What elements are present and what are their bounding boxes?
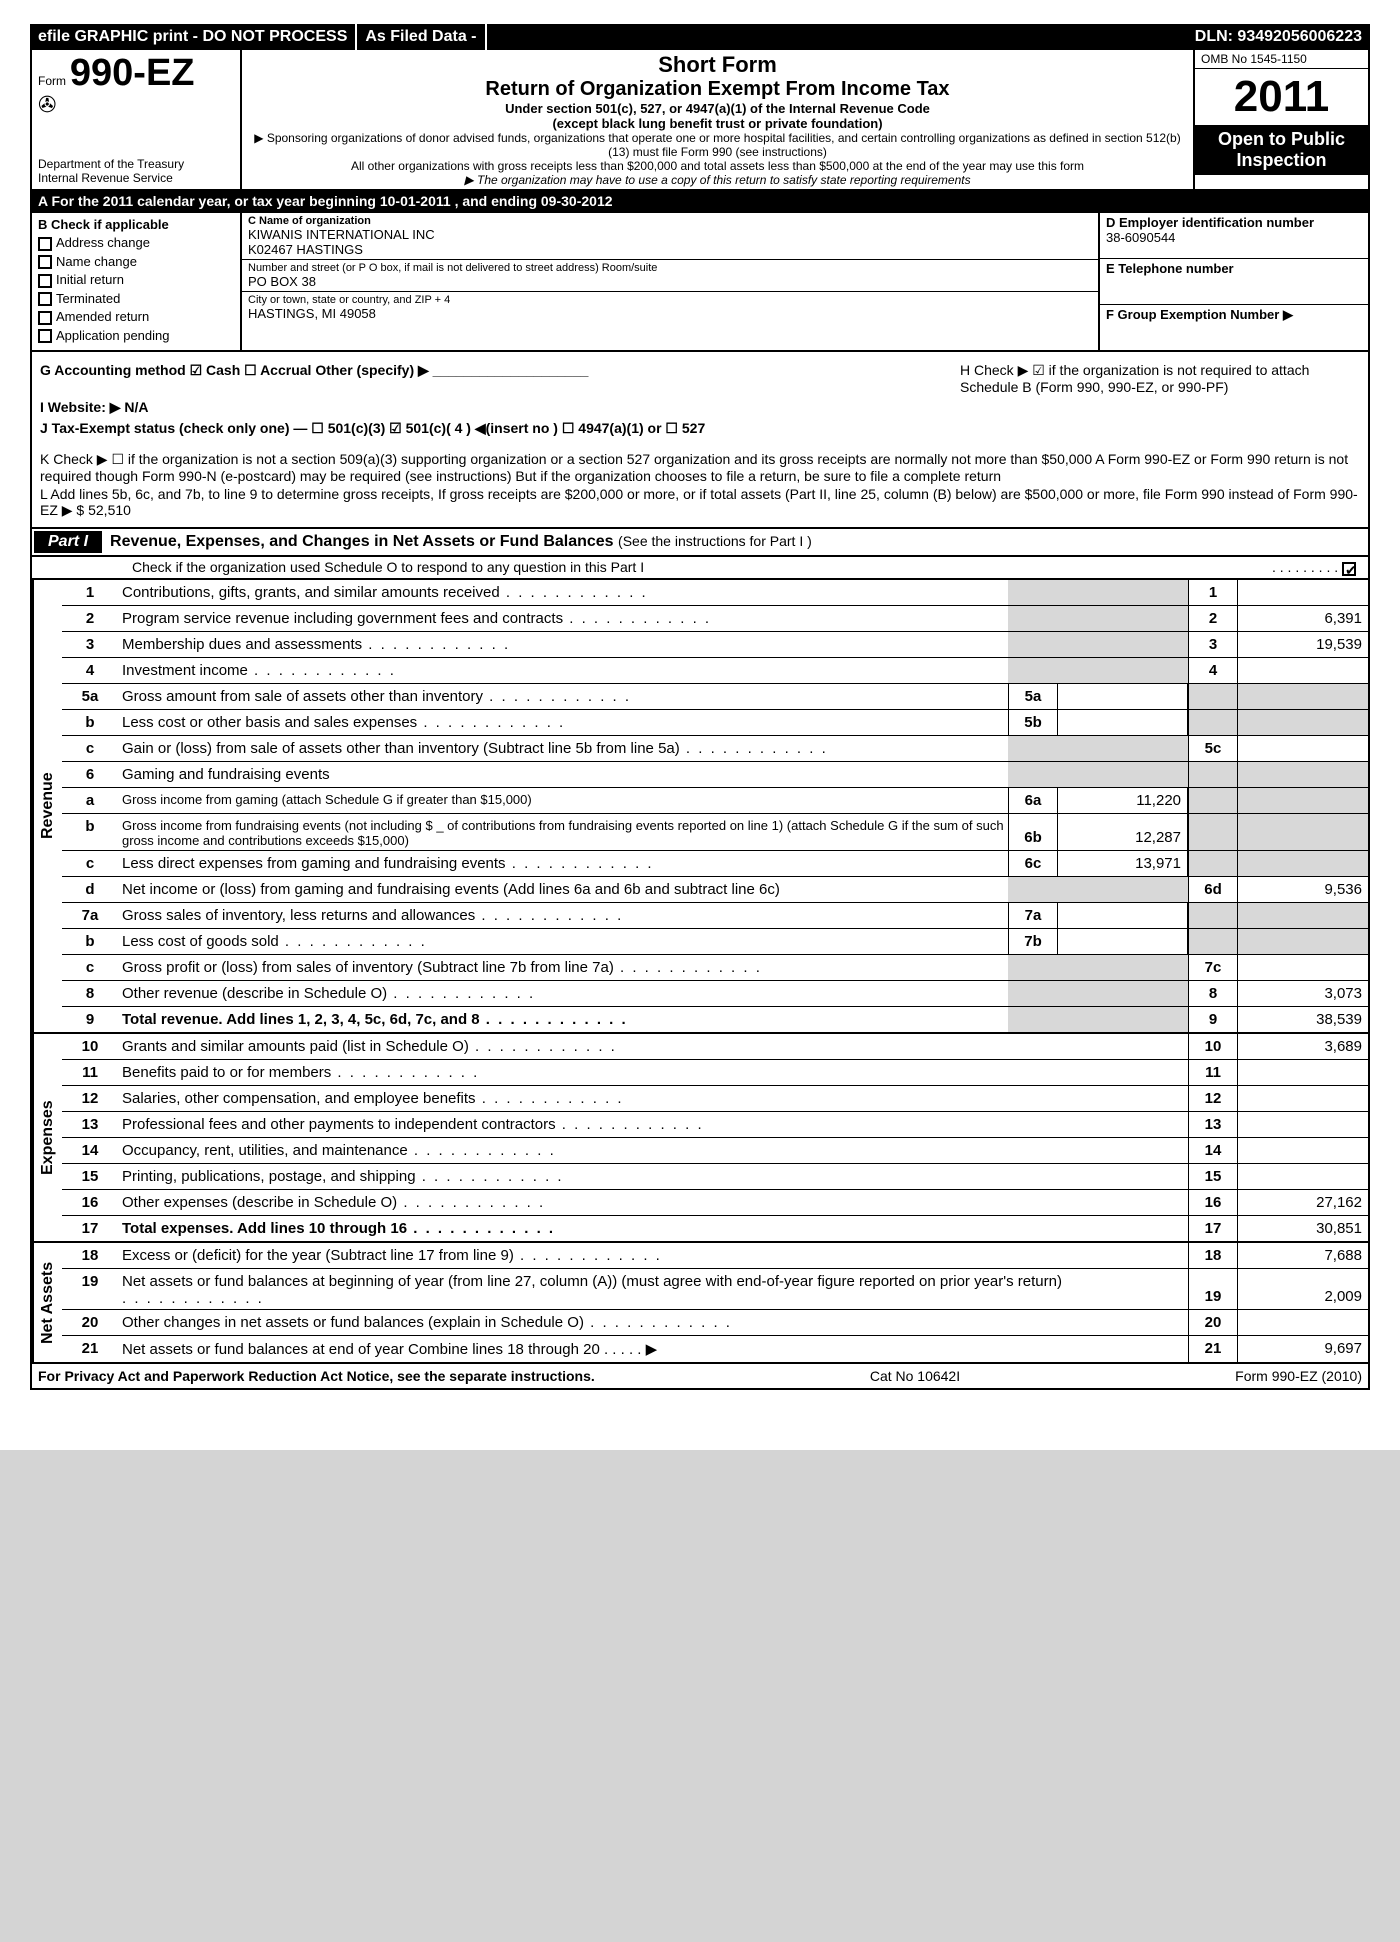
line-g: G Accounting method ☑ Cash ☐ Accrual Oth… bbox=[40, 362, 960, 395]
form-word: Form bbox=[38, 74, 66, 88]
expenses-section: Expenses 10Grants and similar amounts pa… bbox=[30, 1034, 1370, 1243]
part-i-check: Check if the organization used Schedule … bbox=[30, 557, 1370, 579]
chk-application-pending[interactable]: Application pending bbox=[38, 328, 234, 344]
expenses-label: Expenses bbox=[32, 1034, 62, 1241]
section-c-address: C Name of organization KIWANIS INTERNATI… bbox=[242, 213, 1098, 350]
dln: DLN: 93492056006223 bbox=[1187, 24, 1370, 50]
line-j: J Tax-Exempt status (check only one) — ☐… bbox=[40, 420, 1360, 437]
page-footer: For Privacy Act and Paperwork Reduction … bbox=[30, 1364, 1370, 1390]
tax-year: 2011 bbox=[1195, 69, 1368, 125]
section-b-checkboxes: B Check if applicable Address change Nam… bbox=[32, 213, 242, 350]
line-k: K Check ▶ ☐ if the organization is not a… bbox=[40, 451, 1360, 484]
chk-initial-return[interactable]: Initial return bbox=[38, 272, 234, 288]
schedule-o-check[interactable] bbox=[1342, 562, 1356, 576]
section-def: D Employer identification number 38-6090… bbox=[1098, 213, 1368, 350]
top-bar: efile GRAPHIC print - DO NOT PROCESS As … bbox=[30, 24, 1370, 50]
part-i-header: Part I Revenue, Expenses, and Changes in… bbox=[30, 529, 1370, 557]
year-block: OMB No 1545-1150 2011 Open to Public Ins… bbox=[1193, 50, 1368, 189]
form-990-ez-page: efile GRAPHIC print - DO NOT PROCESS As … bbox=[0, 0, 1400, 1450]
line-l: L Add lines 5b, 6c, and 7b, to line 9 to… bbox=[40, 486, 1360, 519]
as-filed: As Filed Data - bbox=[357, 24, 486, 50]
org-name: KIWANIS INTERNATIONAL INC bbox=[248, 227, 1092, 242]
privacy-notice: For Privacy Act and Paperwork Reduction … bbox=[38, 1368, 595, 1384]
row-a-tax-year: A For the 2011 calendar year, or tax yea… bbox=[30, 191, 1370, 213]
header-info-block: B Check if applicable Address change Nam… bbox=[30, 213, 1370, 352]
title-block: Short Form Return of Organization Exempt… bbox=[242, 50, 1193, 189]
chk-address-change[interactable]: Address change bbox=[38, 235, 234, 251]
line-i: I Website: ▶ N/A bbox=[40, 399, 1360, 416]
revenue-section: Revenue 1Contributions, gifts, grants, a… bbox=[30, 580, 1370, 1034]
chk-amended-return[interactable]: Amended return bbox=[38, 309, 234, 325]
org-city: HASTINGS, MI 49058 bbox=[248, 306, 1092, 321]
form-id-block: Form 990-EZ ✇ Department of the Treasury… bbox=[32, 50, 242, 189]
masthead: Form 990-EZ ✇ Department of the Treasury… bbox=[30, 50, 1370, 191]
chk-name-change[interactable]: Name change bbox=[38, 254, 234, 270]
agency-block: Department of the Treasury Internal Reve… bbox=[38, 157, 184, 185]
open-to-public: Open to Public Inspection bbox=[1195, 125, 1368, 175]
org-name2: K02467 HASTINGS bbox=[248, 242, 1092, 257]
chk-terminated[interactable]: Terminated bbox=[38, 291, 234, 307]
efile-notice: efile GRAPHIC print - DO NOT PROCESS bbox=[30, 24, 357, 50]
mid-info-block: G Accounting method ☑ Cash ☐ Accrual Oth… bbox=[30, 352, 1370, 529]
net-assets-section: Net Assets 18Excess or (deficit) for the… bbox=[30, 1243, 1370, 1364]
revenue-label: Revenue bbox=[32, 580, 62, 1032]
cat-number: Cat No 10642I bbox=[870, 1368, 960, 1384]
net-assets-label: Net Assets bbox=[32, 1243, 62, 1362]
line-h: H Check ▶ ☑ if the organization is not r… bbox=[960, 362, 1360, 395]
form-number: 990-EZ bbox=[70, 52, 195, 94]
ein: 38-6090544 bbox=[1106, 230, 1362, 245]
org-street: PO BOX 38 bbox=[248, 274, 1092, 289]
omb-number: OMB No 1545-1150 bbox=[1195, 50, 1368, 69]
form-rev: Form 990-EZ (2010) bbox=[1235, 1368, 1362, 1384]
